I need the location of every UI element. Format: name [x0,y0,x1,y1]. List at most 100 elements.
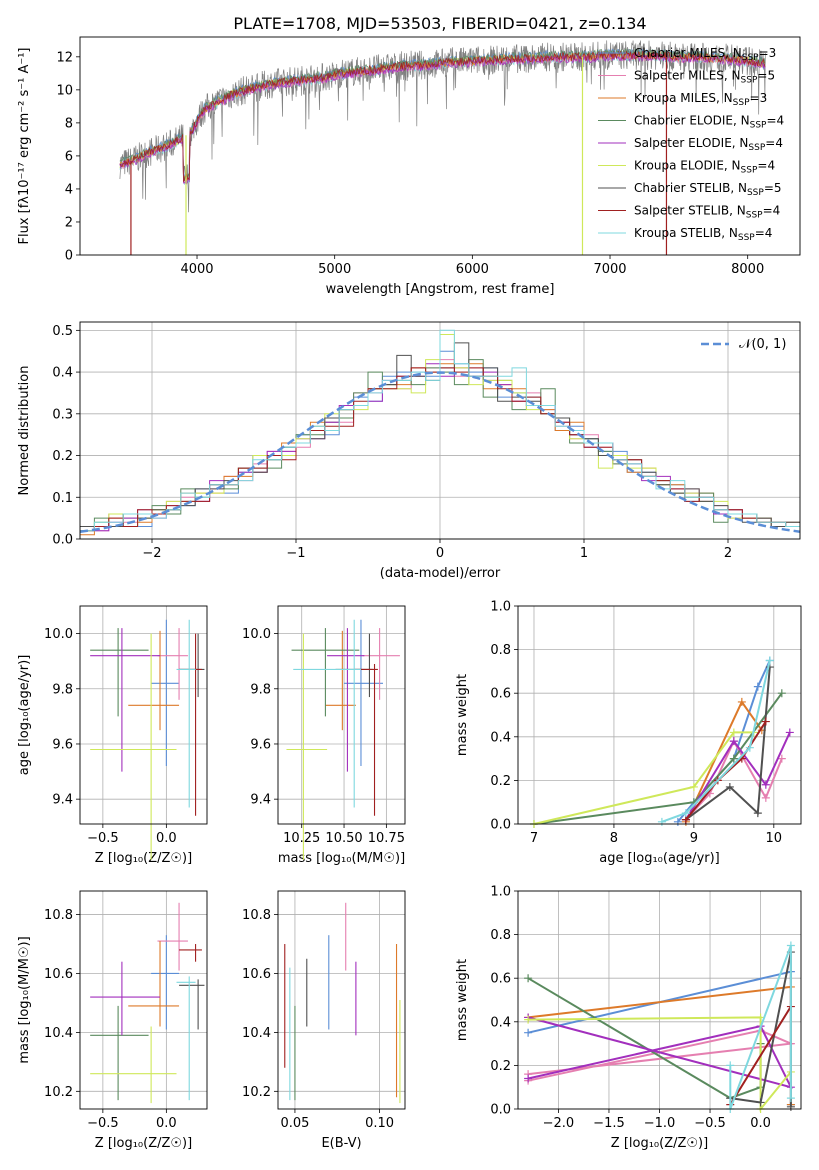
x-tick-label: 2 [724,546,732,561]
series-marker-salpeter_miles [777,754,786,763]
series-marker-chabrier_stelib [753,809,762,818]
series-marker-salpeter_miles [761,793,770,802]
series-marker-kroupa_elodie [524,1015,533,1024]
y-tick-label: 1.0 [490,600,511,615]
y-axis-label: Normed distribution [17,366,32,496]
x-tick-label: −2 [142,546,161,561]
y-tick-label: 10.2 [44,1085,73,1100]
x-axis-label: wavelength [Angstrom, rest frame] [326,282,555,297]
y-axis-label: age [log₁₀(age/yr)] [17,655,32,776]
residual-histograms [80,329,800,539]
series-line-kroupa_stelib [661,660,771,823]
x-tick-label: 10.25 [283,831,320,846]
series-line-salpeter_elodie [527,1016,793,1089]
x-tick-label: −0.5 [694,1116,726,1131]
y-tick-label: 9.4 [52,793,73,808]
y-tick-label: 10.0 [44,627,73,642]
legend-entry-label: Chabrier MILES, NSSP=3 [634,46,776,63]
x-tick-label: 10.75 [368,831,405,846]
series-line-chabrier_elodie [533,692,783,825]
y-tick-label: 0.6 [490,972,511,987]
x-tick-label: 9 [690,831,698,846]
x-tick-label: 0.0 [156,831,177,846]
age_vs_mass-axes: 10.25 10.50 10.75 9.4 9.6 9.8 10.0 mass [log₁₀(… [242,606,405,866]
y-tick-label: 0.6 [490,687,511,702]
mass_vs_Z-frame [79,890,208,1110]
x-tick-label: 4000 [180,262,213,277]
y-tick-label: 8 [65,116,73,131]
series-marker-chabrier_stelib [756,1098,765,1107]
series-marker-chabrier_miles [753,682,762,691]
age_vs_Z-points [90,619,205,860]
x-tick-label: 8 [610,831,618,846]
series-line-kroupa_stelib [729,945,792,1110]
y-axis-label: mass [log₁₀(M/M☉)] [17,936,32,1063]
spectrum-legend: Chabrier MILES, NSSP=3 Salpeter MILES, NS… [598,46,784,243]
x-tick-label: −1.0 [644,1116,676,1131]
x-tick-label: 5000 [318,262,351,277]
massweight_vs_Z-frame [517,890,802,1110]
x-tick-label: −2.0 [543,1116,575,1131]
y-tick-label: 0.4 [490,730,511,745]
x-tick-label: −1.5 [593,1116,625,1131]
series-marker-kroupa_stelib [745,743,754,752]
x-tick-label: 0 [436,546,444,561]
y-tick-label: 9.4 [250,793,271,808]
y-tick-label: 10.8 [242,908,271,923]
x-tick-label: −1 [286,546,305,561]
y-tick-label: 10.0 [242,627,271,642]
series-marker-kroupa_stelib [726,1061,735,1070]
x-axis-label: E(B-V) [321,1136,361,1151]
series-marker-kroupa_miles [737,697,746,706]
x-axis-label: mass [log₁₀(M/M☉)] [278,851,405,866]
spectrum-axes: 4000 5000 6000 7000 8000 0 2 4 6 8 10 12 wavelength … [17,48,764,298]
series-marker-salpeter_elodie [785,728,794,737]
x-tick-label: 0.05 [280,1116,309,1131]
y-tick-label: 0.4 [52,366,73,381]
x-tick-label: 7 [530,831,538,846]
legend-entry-label: Salpeter ELODIE, NSSP=4 [634,136,783,153]
y-tick-label: 10.4 [44,1026,73,1041]
x-axis-label: (data-model)/error [380,566,501,581]
series-marker-chabrier_elodie [729,754,738,763]
mass_vs_EBV-points [284,902,401,1104]
series-marker-chabrier_elodie [777,689,786,698]
y-axis-label: mass weight [455,959,470,1041]
y-tick-label: 9.6 [250,737,271,752]
x-axis-label: Z [log₁₀(Z/Z☉)] [95,1136,192,1151]
age_vs_mass-points [286,619,400,860]
x-tick-label: 0.0 [156,1116,177,1131]
y-tick-label: 9.8 [250,682,271,697]
series-marker-kroupa_stelib [657,817,666,826]
series-marker-chabrier_miles [524,1028,533,1037]
y-tick-label: 0.5 [52,324,73,339]
y-axis-label: Flux [fλ10⁻¹⁷ erg cm⁻² s⁻¹ A⁻¹] [17,48,32,245]
y-tick-label: 0.1 [52,491,73,506]
legend-entry-label: Salpeter STELIB, NSSP=4 [634,204,780,221]
series-marker-chabrier_stelib [725,782,734,791]
model-spectrum-salpeter_stelib [119,50,766,183]
series-marker-kroupa_stelib [765,656,774,665]
legend-entry-label: Kroupa ELODIE, NSSP=4 [634,159,775,176]
y-tick-label: 10.4 [242,1026,271,1041]
x-axis-label: Z [log₁₀(Z/Z☉)] [611,1136,708,1151]
y-tick-label: 0.0 [490,818,511,833]
series-line-kroupa_elodie [528,1016,792,1112]
x-tick-label: 10 [766,831,783,846]
x-tick-label: 1 [580,546,588,561]
series-marker-chabrier_stelib [786,1102,795,1111]
mass_vs_Z-points [90,902,205,1104]
x-tick-label: 10.50 [325,831,362,846]
y-tick-label: 10.8 [44,908,73,923]
series-marker-kroupa_elodie [729,728,738,737]
y-tick-label: 0.4 [490,1015,511,1030]
y-tick-label: 1.0 [490,885,511,900]
y-tick-label: 10.2 [242,1085,271,1100]
massweight_vs_age-axes: 7 8 9 10 0.0 0.2 0.4 0.6 0.8 1.0 age [log₁₀(age/yr… [455,600,801,866]
y-tick-label: 4 [65,182,73,197]
y-tick-label: 0.8 [490,928,511,943]
series-marker-kroupa_stelib [681,809,690,818]
y-tick-label: 0.0 [52,533,73,548]
legend-entry-label: Salpeter MILES, NSSP=5 [634,69,775,86]
